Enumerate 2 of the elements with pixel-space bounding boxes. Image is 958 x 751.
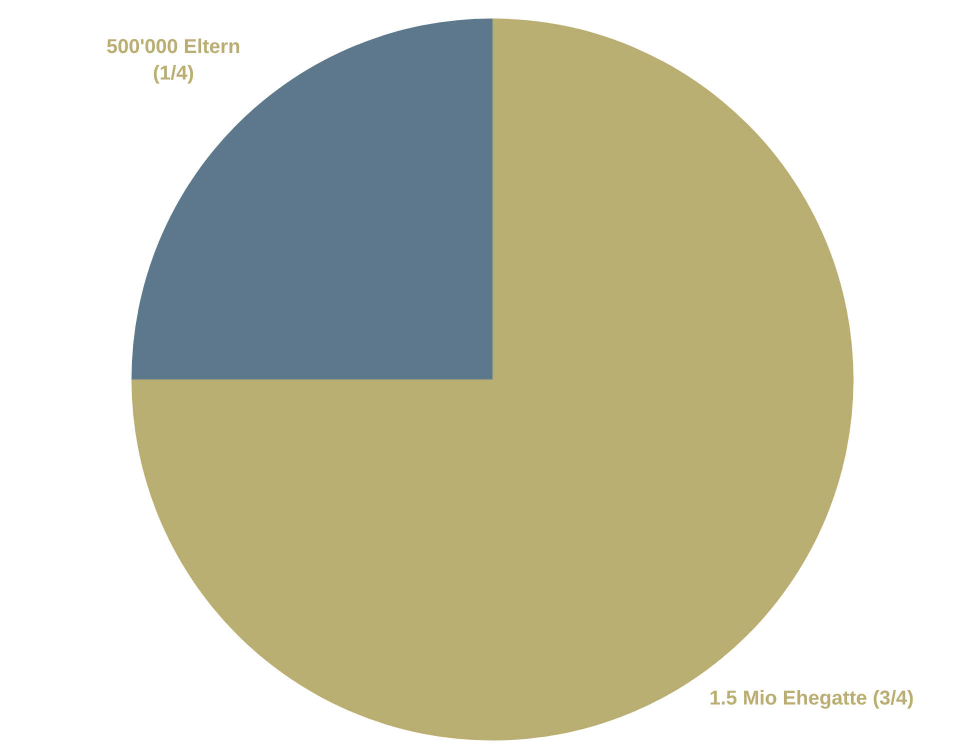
slice-label: 1.5 Mio Ehegatte (3/4) <box>709 688 914 710</box>
slice-label: 500'000 Eltern (1/4) <box>106 36 240 85</box>
